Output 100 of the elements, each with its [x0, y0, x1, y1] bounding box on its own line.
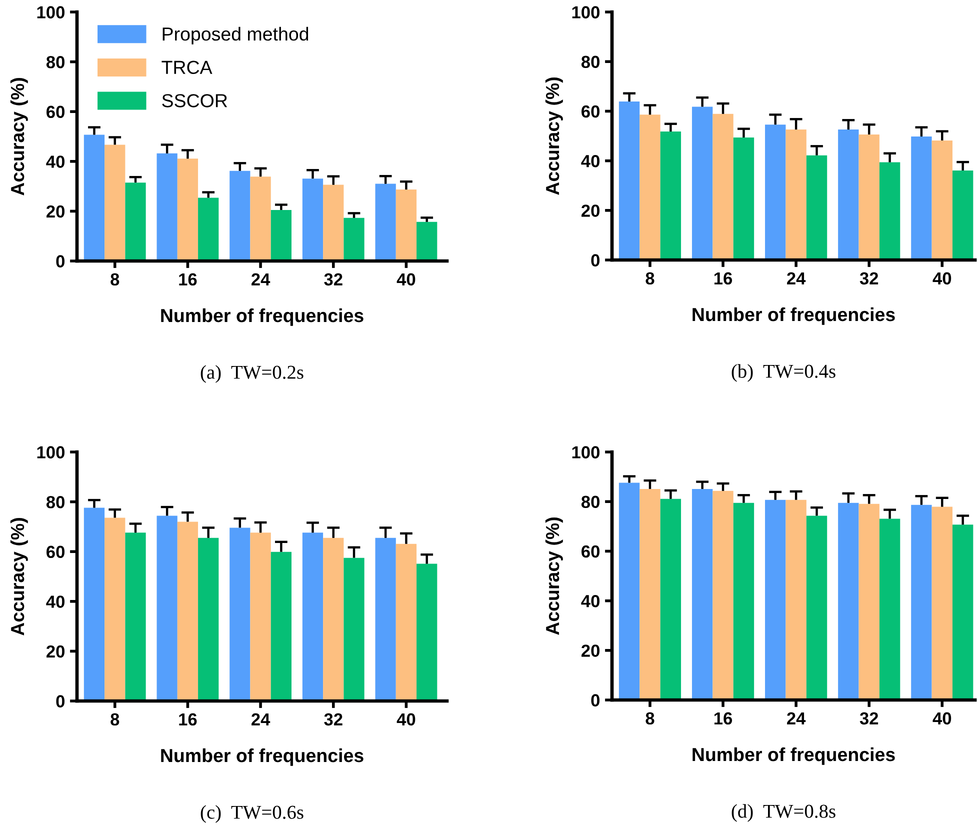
- bar: [270, 210, 292, 261]
- legend-label: Proposed method: [162, 26, 308, 44]
- bar: [177, 522, 198, 701]
- y-axis-title: Accuracy (%): [10, 518, 28, 636]
- bar: [932, 506, 952, 700]
- bar: [765, 124, 786, 260]
- y-tick-label: 100: [37, 6, 64, 18]
- y-axis-title: Accuracy (%): [10, 78, 28, 196]
- bar: [806, 516, 828, 700]
- bar: [302, 532, 324, 701]
- bar: [660, 132, 682, 260]
- x-tick-label: 16: [714, 712, 732, 725]
- bar: [838, 502, 859, 700]
- text: (c) TW=0.6s: [200, 805, 304, 823]
- y-tick-label: 60: [46, 106, 64, 118]
- bar: [786, 500, 806, 700]
- x-axis-title: Number of frequencies: [692, 747, 895, 765]
- bar: [344, 218, 364, 261]
- bar: [250, 176, 271, 261]
- y-tick-label: 80: [46, 496, 64, 508]
- bar: [323, 538, 344, 701]
- bar: [911, 504, 932, 700]
- bar: [733, 502, 754, 700]
- bar: [879, 518, 900, 700]
- y-tick-label: 40: [46, 156, 64, 168]
- y-tick-label: 80: [581, 56, 600, 68]
- y-tick-label: 40: [581, 594, 600, 608]
- bar: [396, 190, 417, 261]
- bar: [396, 544, 417, 701]
- bar: [156, 516, 178, 701]
- y-tick-label: 0: [591, 254, 600, 266]
- legend-label: TRCA: [162, 60, 212, 74]
- bar: [786, 130, 806, 260]
- x-tick-label: 16: [179, 713, 197, 726]
- bar: [932, 140, 952, 260]
- bar: [230, 170, 250, 261]
- bar: [838, 130, 859, 260]
- y-tick-label: 20: [581, 204, 600, 217]
- bar: [104, 518, 126, 701]
- x-axis-title: Number of frequencies: [161, 748, 364, 766]
- bar: [952, 170, 974, 260]
- y-tick-label: 60: [582, 105, 600, 118]
- x-tick-label: 32: [860, 712, 878, 725]
- text: (a) TW=0.2s: [200, 365, 304, 383]
- y-tick-label: 100: [572, 6, 600, 18]
- x-tick-label: 24: [251, 713, 270, 726]
- x-tick-label: 16: [714, 272, 732, 285]
- bar: [302, 178, 324, 261]
- bar: [858, 504, 880, 700]
- bar: [416, 222, 438, 261]
- y-tick-label: 20: [581, 644, 600, 657]
- y-tick-label: 40: [581, 154, 600, 168]
- bar: [618, 102, 640, 260]
- x-tick-label: 40: [932, 712, 952, 725]
- y-tick-label: 60: [582, 545, 600, 558]
- bar: [858, 134, 880, 260]
- bar: [733, 137, 754, 260]
- bar: [765, 500, 786, 700]
- y-tick-label: 20: [46, 645, 64, 658]
- x-tick-label: 16: [179, 273, 197, 286]
- y-tick-label: 40: [46, 596, 64, 608]
- x-tick-label: 24: [251, 273, 270, 286]
- x-tick-label: 8: [646, 712, 654, 725]
- bar: [879, 162, 900, 260]
- bar: [125, 532, 146, 701]
- bar: [806, 155, 828, 260]
- bar: [712, 114, 734, 260]
- x-tick-label: 40: [396, 713, 416, 726]
- y-tick-label: 60: [46, 546, 64, 558]
- bar: [198, 198, 219, 261]
- bar: [270, 552, 292, 701]
- y-tick-label: 80: [46, 56, 64, 68]
- bar: [250, 532, 271, 701]
- y-axis-title: Accuracy (%): [545, 78, 563, 195]
- bar: [640, 488, 660, 700]
- bar: [84, 508, 105, 701]
- bar: [416, 564, 438, 701]
- bar: [952, 524, 974, 700]
- bar: [911, 136, 932, 260]
- bar: [375, 538, 396, 701]
- x-axis-title: Number of frequencies: [692, 307, 895, 325]
- y-tick-label: 0: [56, 255, 64, 268]
- x-tick-label: 40: [932, 272, 952, 285]
- bar: [230, 528, 250, 701]
- x-axis-title: Number of frequencies: [161, 308, 364, 326]
- bar: [177, 158, 198, 261]
- bar: [156, 153, 178, 261]
- bar: [344, 558, 364, 701]
- x-tick-label: 8: [110, 273, 120, 286]
- x-tick-label: 24: [787, 712, 806, 724]
- bar: [323, 184, 344, 261]
- y-tick-label: 0: [591, 694, 600, 706]
- text: (d) TW=0.8s: [732, 804, 836, 822]
- bar: [692, 106, 713, 260]
- bar: [375, 184, 396, 261]
- y-axis-title: Accuracy (%): [545, 518, 563, 635]
- y-tick-label: 100: [572, 446, 600, 458]
- bar: [618, 482, 640, 700]
- legend-label: SSCOR: [162, 94, 228, 108]
- bar: [692, 488, 713, 700]
